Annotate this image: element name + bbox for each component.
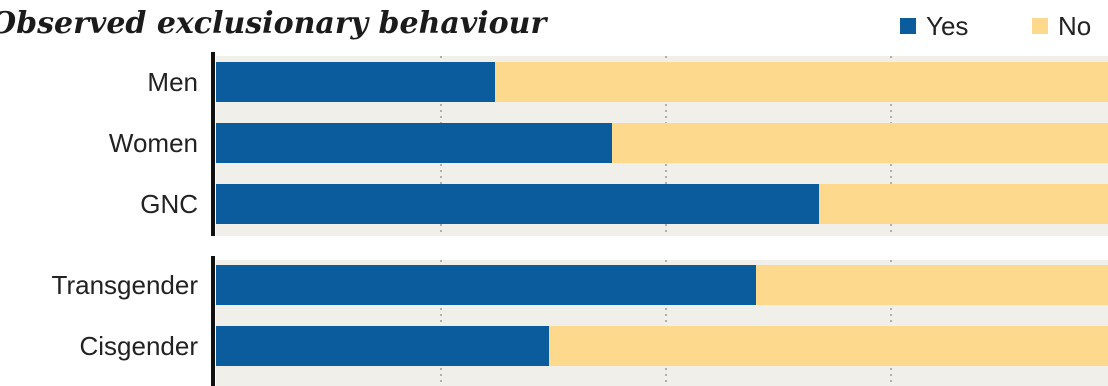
bar-segment-no-women xyxy=(612,123,1108,163)
legend-label-no: No xyxy=(1058,10,1092,41)
category-label-women: Women xyxy=(109,128,198,158)
axis-line-group-2 xyxy=(211,256,215,386)
legend-swatch-no xyxy=(1032,18,1048,34)
legend-item-yes: Yes xyxy=(900,10,968,42)
category-label-transgender: Transgender xyxy=(52,270,199,300)
legend-swatch-yes xyxy=(900,18,916,34)
bar-segment-yes-transgender xyxy=(216,265,756,305)
bar-segment-yes-cisgender xyxy=(216,326,549,366)
bar-segment-no-gnc xyxy=(819,184,1108,224)
category-label-men: Men xyxy=(147,67,198,97)
bar-segment-yes-gnc xyxy=(216,184,819,224)
bar-segment-no-cisgender xyxy=(549,326,1108,366)
axis-line-group-1 xyxy=(211,52,215,236)
bar-segment-yes-men xyxy=(216,62,495,102)
bar-segment-no-men xyxy=(495,62,1108,102)
chart-title: Observed exclusionary behaviour xyxy=(0,6,547,41)
category-label-gnc: GNC xyxy=(140,189,198,219)
legend: Yes No xyxy=(900,10,1108,42)
bar-segment-no-transgender xyxy=(756,265,1108,305)
legend-label-yes: Yes xyxy=(926,10,969,41)
category-label-cisgender: Cisgender xyxy=(79,331,198,361)
bar-segment-yes-women xyxy=(216,123,612,163)
legend-item-no: No xyxy=(1032,10,1091,42)
